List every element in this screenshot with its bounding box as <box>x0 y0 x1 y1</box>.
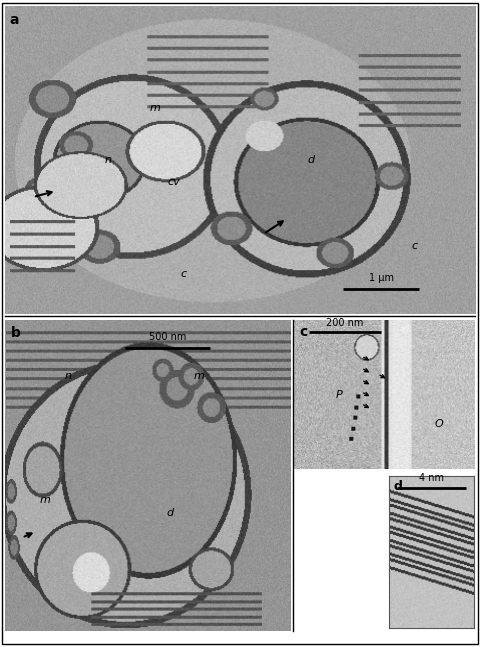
Text: c: c <box>411 241 417 251</box>
Text: O: O <box>434 419 444 430</box>
Text: n: n <box>105 155 112 165</box>
Text: m: m <box>150 103 161 113</box>
Text: d: d <box>307 155 314 165</box>
Text: n: n <box>64 371 71 381</box>
Text: a: a <box>10 13 19 27</box>
Text: 4 nm: 4 nm <box>419 473 444 483</box>
Text: d: d <box>167 508 174 518</box>
Text: P: P <box>336 389 343 400</box>
Text: c: c <box>180 269 187 279</box>
Text: 1 μm: 1 μm <box>369 273 394 283</box>
Text: m: m <box>193 371 204 381</box>
Text: c: c <box>300 325 308 339</box>
Text: b: b <box>11 327 20 340</box>
Text: d: d <box>394 480 403 493</box>
Text: m: m <box>39 496 50 505</box>
Text: 500 nm: 500 nm <box>149 332 186 342</box>
Text: cv: cv <box>168 177 180 186</box>
Text: 200 nm: 200 nm <box>326 318 363 328</box>
